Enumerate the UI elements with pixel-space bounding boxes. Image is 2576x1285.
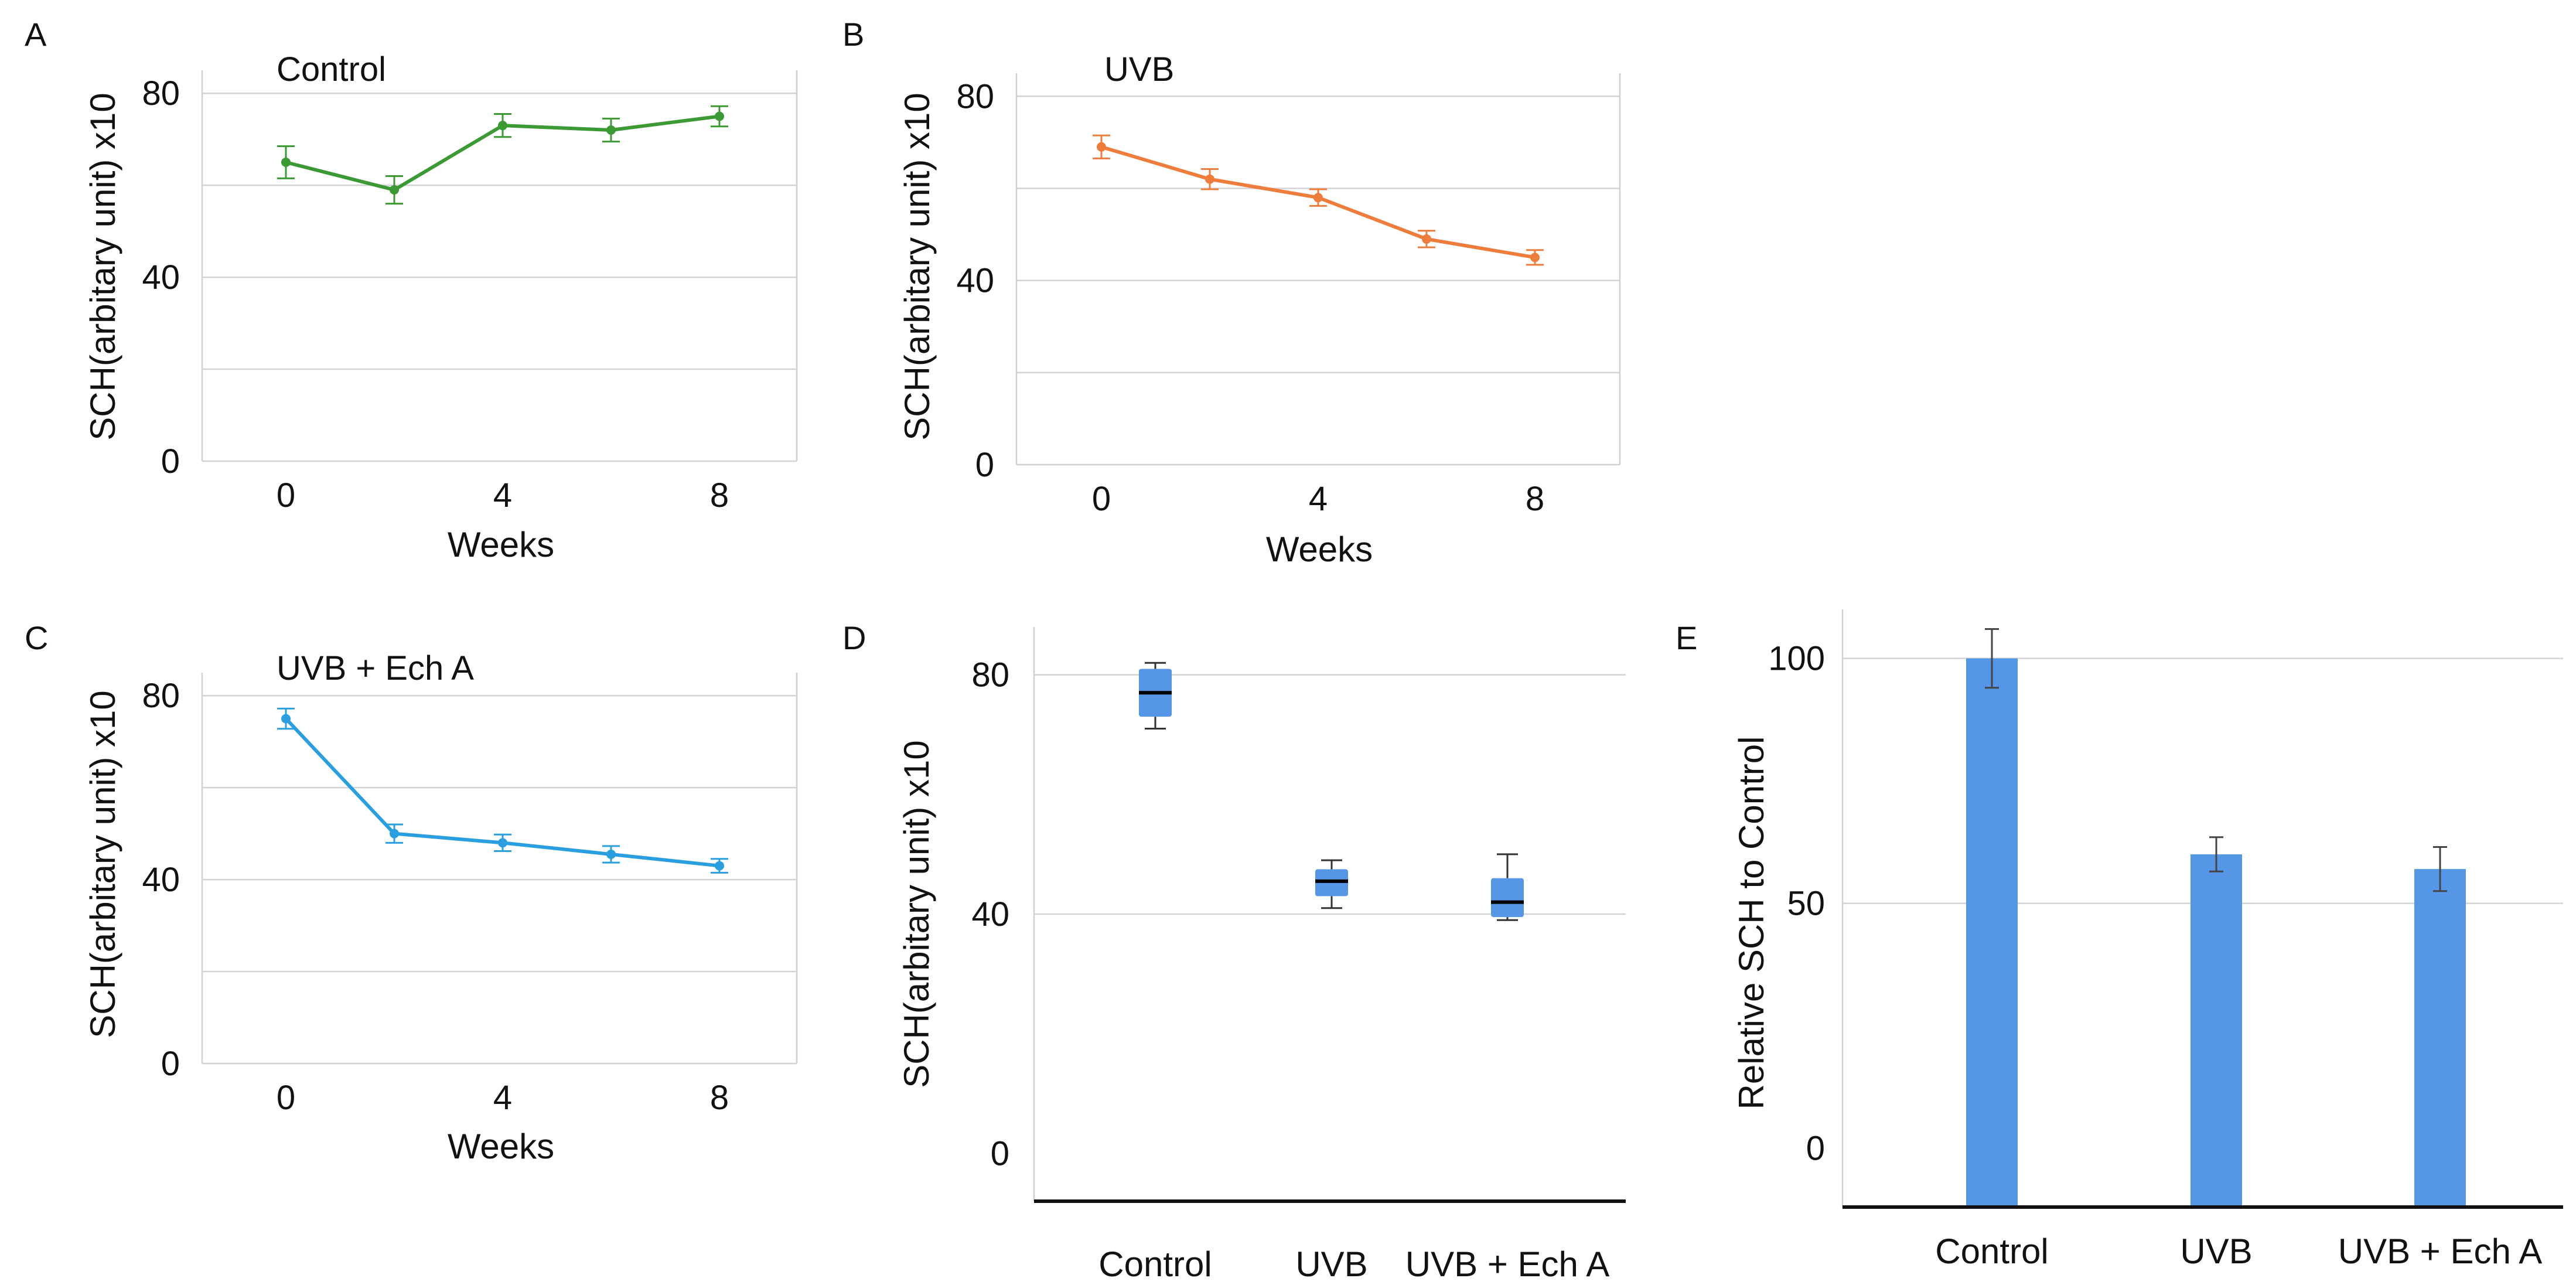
- panel-b: B UVB SCH(arbitary unit) x10 Weeks 04080…: [842, 16, 1621, 569]
- y-tick-label: 0: [161, 442, 180, 480]
- data-point: [606, 849, 616, 859]
- y-tick-label: 40: [142, 861, 180, 899]
- data-point: [390, 829, 399, 839]
- y-tick-label: 40: [142, 258, 180, 296]
- panel-a-y-axis-label: SCH(arbitary unit) x10: [83, 93, 122, 441]
- x-category-label: UVB: [1295, 1245, 1367, 1284]
- y-tick-label: 80: [956, 77, 994, 115]
- x-tick-label: 0: [277, 476, 295, 514]
- panel-d-plot-area: 0 40 80 Control UVB UVB + Ech A: [971, 627, 1626, 1284]
- y-tick-label: 80: [971, 656, 1009, 694]
- y-tick-label: 80: [142, 74, 180, 113]
- bar: [1966, 658, 2018, 1207]
- data-point: [715, 861, 724, 871]
- panel-d-letter: D: [842, 619, 866, 656]
- panel-c-plot-area: 0 40 80 0 4 8: [142, 673, 798, 1117]
- panel-e-letter: E: [1676, 619, 1697, 656]
- y-tick-label: 100: [1768, 640, 1825, 678]
- data-point: [390, 185, 399, 195]
- panel-e: E Relative SCH to Control 0 50 100 Control U…: [1676, 609, 2563, 1271]
- bar: [2191, 854, 2242, 1207]
- panel-b-letter: B: [842, 16, 864, 53]
- data-point: [1205, 174, 1214, 184]
- panel-c: C UVB + Ech A SCH(arbitary unit) x10 Wee…: [25, 619, 798, 1166]
- y-tick-label: 40: [971, 895, 1009, 933]
- y-tick-label: 0: [975, 446, 994, 484]
- x-tick-label: 8: [1526, 480, 1544, 518]
- x-tick-label: 0: [277, 1079, 295, 1117]
- x-category-label: UVB: [2180, 1232, 2252, 1271]
- data-point: [1313, 193, 1323, 203]
- data-point: [498, 121, 507, 131]
- panel-a-letter: A: [25, 16, 47, 53]
- panel-c-title: UVB + Ech A: [277, 649, 474, 687]
- x-tick-label: 8: [710, 1079, 729, 1117]
- x-tick-label: 0: [1092, 480, 1111, 518]
- data-point: [606, 125, 616, 135]
- panel-d: D SCH(arbitary unit) x10 0 40 80 Control UVB…: [842, 619, 1626, 1284]
- y-tick-label: 0: [1806, 1130, 1825, 1168]
- y-tick-label: 80: [142, 677, 180, 715]
- data-point: [1422, 234, 1431, 244]
- panel-e-y-axis-label: Relative SCH to Control: [1732, 737, 1771, 1110]
- x-tick-label: 4: [1309, 480, 1328, 518]
- panel-c-y-axis-label: SCH(arbitary unit) x10: [83, 690, 122, 1038]
- panel-b-y-axis-label: SCH(arbitary unit) x10: [898, 93, 937, 441]
- panel-a: A Control SCH(arbitary unit) x10 Weeks 0…: [25, 16, 798, 564]
- x-tick-label: 4: [493, 476, 512, 514]
- data-point: [498, 838, 507, 848]
- panel-a-plot-area: 0 40 80 0 4 8: [142, 70, 798, 514]
- x-category-label: Control: [1935, 1232, 2048, 1271]
- data-point: [281, 714, 291, 724]
- data-point: [1530, 253, 1540, 263]
- data-point: [1097, 142, 1106, 152]
- panel-c-letter: C: [25, 619, 48, 656]
- panel-a-title: Control: [277, 50, 386, 88]
- y-tick-label: 50: [1787, 885, 1825, 923]
- panel-c-x-axis-label: Weeks: [448, 1127, 554, 1166]
- x-tick-label: 8: [710, 476, 729, 514]
- data-point: [715, 111, 724, 121]
- box: [1491, 878, 1524, 918]
- panel-b-title: UVB: [1104, 50, 1174, 88]
- panel-b-plot-area: 0 40 80 0 4 8: [956, 73, 1621, 518]
- y-tick-label: 40: [956, 262, 994, 300]
- y-tick-label: 0: [991, 1134, 1009, 1172]
- panel-b-x-axis-label: Weeks: [1266, 530, 1373, 569]
- x-category-label: UVB + Ech A: [1405, 1245, 1610, 1284]
- x-category-label: UVB + Ech A: [2338, 1232, 2543, 1271]
- data-point: [281, 157, 291, 167]
- panel-a-x-axis-label: Weeks: [448, 525, 554, 564]
- x-category-label: Control: [1098, 1245, 1212, 1284]
- panel-d-y-axis-label: SCH(arbitary unit) x10: [897, 740, 936, 1088]
- bar: [2414, 869, 2466, 1207]
- y-tick-label: 0: [161, 1045, 180, 1083]
- panel-e-plot-area: 0 50 100 Control UVB UVB + Ech A: [1768, 609, 2563, 1271]
- x-tick-label: 4: [493, 1079, 512, 1117]
